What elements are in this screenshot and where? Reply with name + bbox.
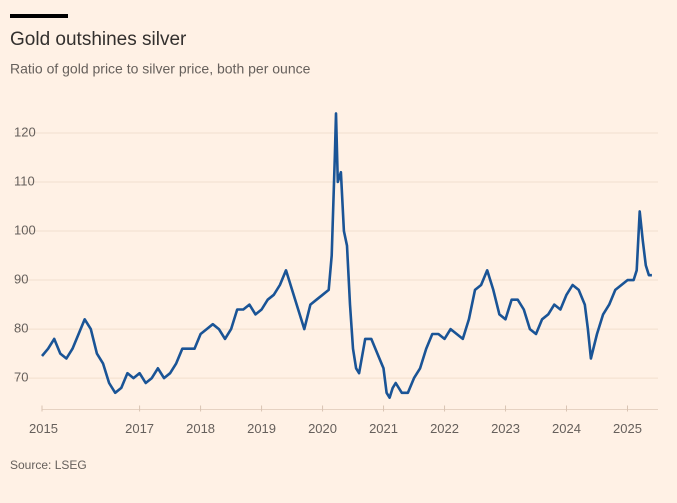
x-tick-label: 2023 <box>491 421 520 436</box>
ratio-line <box>41 112 652 399</box>
x-tick-label: 2015 <box>29 421 58 436</box>
x-tick-label: 2022 <box>430 421 459 436</box>
x-tick-label: 2024 <box>552 421 581 436</box>
chart-subtitle: Ratio of gold price to silver price, bot… <box>10 61 311 77</box>
x-tick-label: 2025 <box>613 421 642 436</box>
y-tick-label: 90 <box>14 271 28 286</box>
y-tick-label: 110 <box>14 173 35 188</box>
x-tick-label: 2018 <box>186 421 215 436</box>
y-tick-label: 120 <box>14 124 36 139</box>
y-tick-label: 100 <box>14 222 36 237</box>
x-tick-label: 2019 <box>247 421 276 436</box>
chart-title: Gold outshines silver <box>10 29 187 50</box>
source: Source: LSEG <box>10 458 87 472</box>
y-tick-label: 70 <box>14 370 28 385</box>
x-tick-label: 2017 <box>125 421 154 436</box>
title-bar <box>10 14 68 18</box>
x-tick-label: 2020 <box>308 421 337 436</box>
x-tick-label: 2021 <box>369 421 398 436</box>
y-tick-label: 80 <box>14 321 28 336</box>
